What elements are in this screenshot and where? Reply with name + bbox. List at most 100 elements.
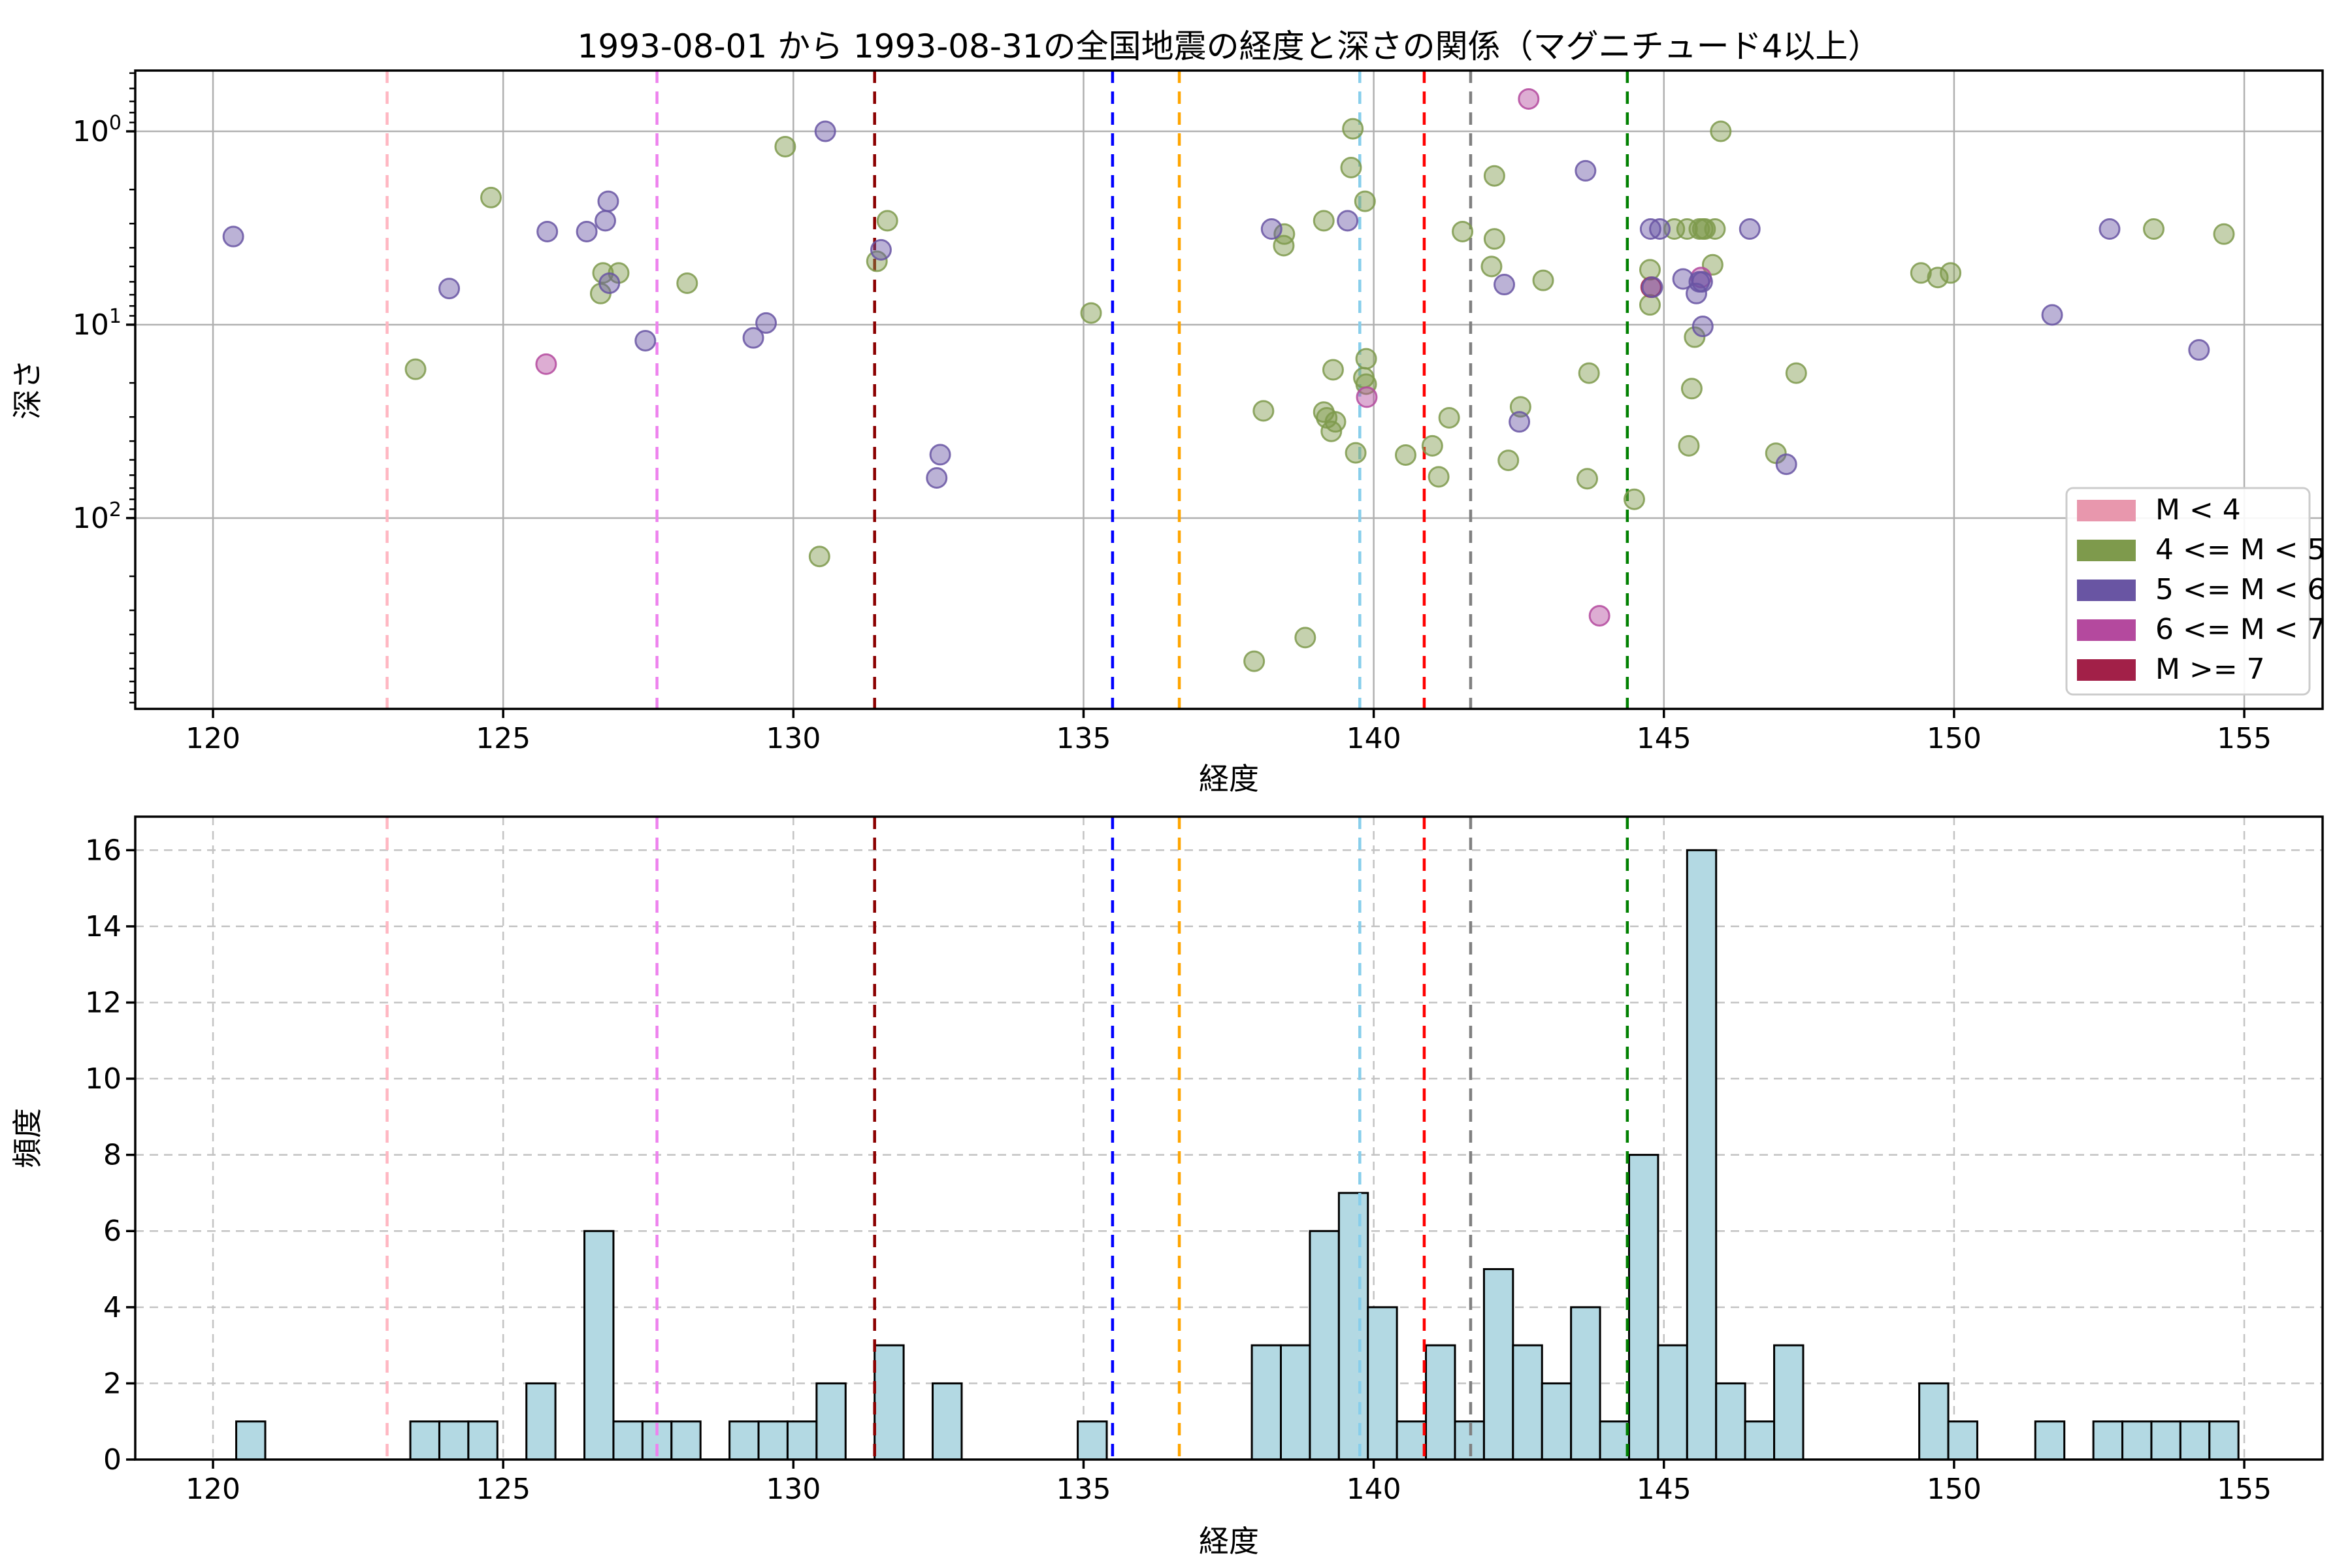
legend: M < 4 4 <= M < 5 5 <= M < 6 6 <= M < 7 M >= … [2065, 487, 2326, 696]
y-tick-label: 100 [73, 112, 122, 148]
hist-bar [583, 1230, 615, 1461]
hist-bar [1715, 1382, 1746, 1461]
scatter-point [1686, 282, 1708, 304]
hist-bar [1744, 1420, 1776, 1461]
histogram-frame [134, 815, 2324, 1461]
x-tick-label: 155 [2217, 1473, 2272, 1506]
scatter-point [1684, 326, 1706, 348]
x-tick-label: 140 [1347, 1473, 1401, 1506]
hist-bar [1947, 1420, 1978, 1461]
x-tick-label: 135 [1056, 722, 1111, 755]
scatter-point [2213, 223, 2235, 245]
y-tick-label: 12 [85, 986, 122, 1019]
scatter-plot: 120 125 130 135 140 145 150 155 100 101 102 経度 深さ [10, 69, 2324, 796]
scatter-point [1252, 400, 1275, 422]
scatter-point [2143, 218, 2165, 240]
hist-bar [786, 1420, 818, 1461]
y-tick-label: 4 [103, 1291, 122, 1324]
legend-swatch [2077, 619, 2136, 641]
scatter-point [1337, 210, 1359, 232]
legend-swatch [2077, 500, 2136, 521]
hist-bar [1309, 1230, 1340, 1461]
hist-bar [2034, 1420, 2066, 1461]
y-tick-label: 2 [103, 1367, 122, 1400]
scatter-point [535, 353, 557, 375]
hist-bar [1512, 1344, 1543, 1461]
scatter-point [1356, 386, 1378, 408]
y-tick-label: 101 [73, 305, 122, 342]
hist-bar [1425, 1344, 1456, 1461]
scatter-point [1394, 444, 1416, 466]
scatter-point [1320, 420, 1343, 442]
scatter-frame [134, 69, 2324, 710]
hist-bar [1280, 1344, 1311, 1461]
scatter-point [1080, 302, 1102, 324]
scatter-point [598, 272, 621, 294]
hist-bar [815, 1382, 847, 1461]
x-tick-label: 145 [1637, 722, 1691, 755]
scatter-point [438, 278, 461, 300]
scatter-point [1704, 218, 1726, 240]
scatter-point [1509, 411, 1531, 433]
hist-bar [235, 1420, 267, 1461]
scatter-point [676, 272, 698, 294]
scatter-point [1313, 210, 1335, 232]
scatter-point [1355, 348, 1377, 370]
scatter-point [866, 250, 888, 272]
y-tick-label: 8 [103, 1139, 122, 1172]
scatter-point [1710, 120, 1732, 142]
hist-bar [2150, 1420, 2181, 1461]
histogram-xlabel: 経度 [1199, 1524, 1259, 1559]
x-tick-label: 135 [1056, 1473, 1111, 1506]
scatter-point [1623, 488, 1645, 510]
legend-label: 6 <= M < 7 [2155, 613, 2326, 646]
scatter-point [1676, 218, 1698, 240]
scatter-xlabel: 経度 [1199, 761, 1259, 796]
scatter-point [1345, 442, 1367, 464]
hist-bar [1077, 1420, 1108, 1461]
scatter-point [774, 135, 796, 157]
histogram-plot: 120 125 130 135 140 145 150 155 0 2 4 6 8 10 12 14 16 経度… [10, 815, 2324, 1559]
hist-bar [1337, 1192, 1369, 1461]
hist-bar [670, 1420, 702, 1461]
scatter-point [1578, 362, 1600, 384]
legend-swatch [2077, 540, 2136, 561]
legend-label: M >= 7 [2155, 653, 2265, 686]
hist-bar [525, 1382, 557, 1461]
scatter-point [1588, 604, 1610, 627]
legend-label: 5 <= M < 6 [2155, 573, 2326, 606]
hist-bar [1773, 1344, 1805, 1461]
histogram-ylabel: 頻度 [10, 1108, 45, 1168]
hist-bar [932, 1382, 963, 1461]
scatter-point [929, 444, 951, 466]
x-tick-label: 130 [766, 722, 821, 755]
hist-bar [757, 1420, 789, 1461]
hist-bar [2179, 1420, 2211, 1461]
scatter-point [755, 312, 777, 334]
hist-bar [1541, 1382, 1573, 1461]
scatter-point [1785, 362, 1807, 384]
scatter-point [1294, 627, 1316, 649]
scatter-point [1340, 157, 1362, 179]
x-tick-label: 155 [2217, 722, 2272, 755]
x-tick-label: 150 [1927, 722, 1982, 755]
hist-bar [874, 1344, 905, 1461]
x-tick-label: 125 [476, 722, 531, 755]
scatter-point [1575, 159, 1597, 182]
scatter-point [1438, 406, 1460, 429]
scatter-point [1493, 274, 1515, 296]
hist-bar [612, 1420, 644, 1461]
x-tick-label: 120 [186, 1473, 240, 1506]
scatter-point [2188, 339, 2210, 361]
scatter-point [1691, 270, 1713, 293]
scatter-point [1428, 466, 1450, 488]
scatter-point [1775, 453, 1797, 476]
hist-bar [2208, 1420, 2240, 1461]
scatter-point [1518, 88, 1540, 110]
scatter-point [1910, 262, 1932, 284]
hist-bar [1570, 1306, 1601, 1461]
scatter-point [1342, 118, 1364, 140]
scatter-point [1480, 255, 1503, 278]
scatter-point [1678, 434, 1700, 457]
